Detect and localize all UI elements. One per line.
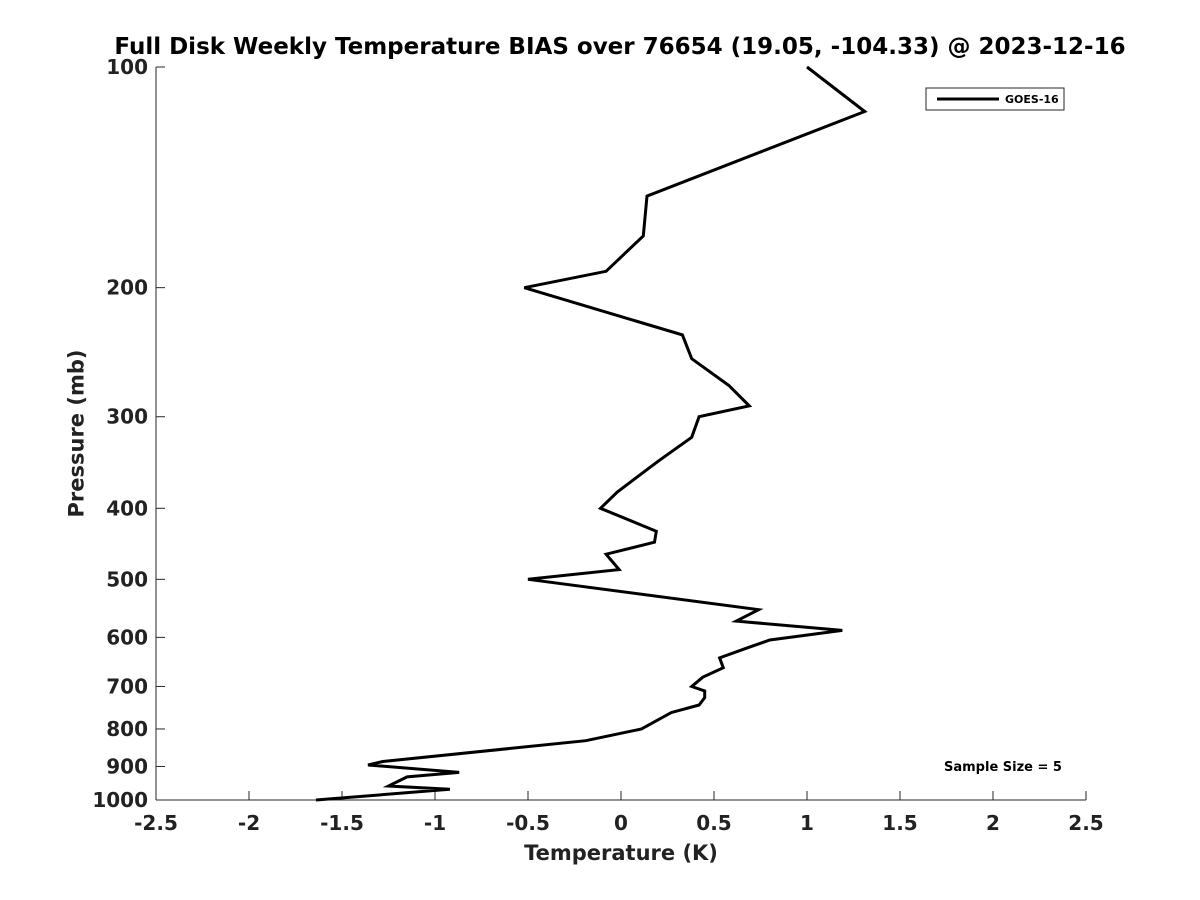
x-tick-label: 2 [986,811,1000,835]
y-tick-label: 300 [106,405,148,429]
x-tick-label: 1 [800,811,814,835]
legend-label-goes-16: GOES-16 [1005,93,1059,106]
y-tick-label: 400 [106,496,148,520]
legend: GOES-16 [925,87,1065,111]
plot-area: -2.5 -2 -1.5 -1 -0.5 0 0.5 1 1.5 2 2.5 100 200 300 40… [92,55,1103,835]
x-tick-label: 1.5 [882,811,917,835]
y-ticks: 100 200 300 400 500 600 700 800 900 1000 [92,55,165,812]
x-tick-label: -0.5 [506,811,550,835]
sample-size-annotation: Sample Size = 5 [944,760,1062,775]
series-layer [315,65,868,802]
x-tick-label: -2 [238,811,260,835]
y-tick-label: 1000 [92,788,148,812]
y-tick-label: 700 [106,674,148,698]
x-tick-label: 2.5 [1068,811,1103,835]
x-tick-label: -2.5 [134,811,178,835]
y-tick-label: 500 [106,567,148,591]
x-tick-label: -1.5 [320,811,364,835]
y-tick-label: 200 [106,276,148,300]
x-tick-label: -1 [424,811,446,835]
chart-title: Full Disk Weekly Temperature BIAS over 7… [114,34,1125,60]
x-axis-label: Temperature (K) [524,841,718,865]
x-tick-label: 0.5 [696,811,731,835]
y-axis-label: Pressure (mb) [64,350,88,518]
y-tick-label: 900 [106,754,148,778]
x-ticks: -2.5 -2 -1.5 -1 -0.5 0 0.5 1 1.5 2 2.5 [134,791,1104,835]
y-tick-label: 100 [106,55,148,79]
series-line-goes-16 [315,65,868,802]
x-tick-label: 0 [614,811,628,835]
y-tick-label: 600 [106,625,148,649]
y-tick-label: 800 [106,717,148,741]
